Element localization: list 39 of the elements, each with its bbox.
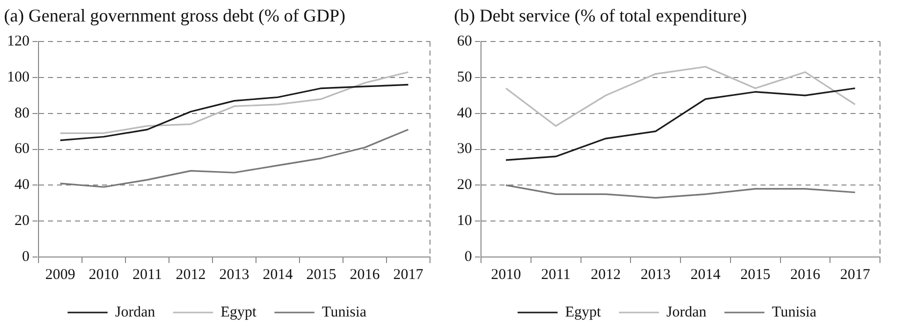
x-tick-label: 2011 [541, 266, 571, 283]
chart-title: (a) General government gross debt (% of GDP) [4, 6, 346, 26]
x-tick-label: 2017 [840, 266, 871, 283]
y-tick-label: 60 [14, 141, 30, 158]
legend-label: Egypt [565, 304, 602, 320]
y-tick-label: 30 [457, 141, 472, 158]
y-tick-label: 0 [22, 248, 30, 265]
x-tick-label: 2015 [740, 266, 770, 283]
y-tick-label: 0 [464, 248, 472, 265]
y-tick-label: 60 [457, 34, 472, 50]
y-tick-label: 50 [457, 69, 472, 86]
x-tick-label: 2012 [176, 266, 206, 283]
x-tick-label: 2017 [393, 266, 424, 283]
legend-label: Jordan [666, 304, 707, 320]
legend-label: Tunisia [322, 304, 367, 320]
x-tick-label: 2011 [132, 266, 162, 283]
legend-label: Egypt [220, 304, 258, 320]
y-tick-label: 80 [14, 105, 30, 122]
legend-label: Tunisia [772, 304, 817, 320]
x-tick-label: 2010 [88, 266, 119, 283]
y-tick-label: 10 [457, 213, 472, 230]
x-tick-label: 2016 [350, 266, 380, 283]
x-tick-label: 2010 [490, 266, 521, 283]
x-tick-label: 2016 [790, 266, 821, 283]
y-tick-label: 20 [14, 213, 30, 230]
y-tick-label: 20 [457, 177, 472, 194]
legend-label: Jordan [115, 304, 156, 320]
y-tick-label: 40 [14, 177, 30, 194]
chart-title: (b) Debt service (% of total expenditure) [454, 6, 747, 26]
x-tick-label: 2013 [219, 266, 250, 283]
y-tick-label: 120 [7, 34, 30, 50]
x-tick-label: 2009 [45, 266, 76, 283]
x-tick-label: 2014 [690, 266, 721, 283]
x-tick-label: 2014 [262, 266, 294, 283]
y-tick-label: 100 [7, 69, 30, 86]
x-tick-label: 2012 [590, 266, 621, 283]
y-tick-label: 40 [457, 105, 472, 122]
x-tick-label: 2013 [640, 266, 671, 283]
x-tick-label: 2015 [306, 266, 336, 283]
